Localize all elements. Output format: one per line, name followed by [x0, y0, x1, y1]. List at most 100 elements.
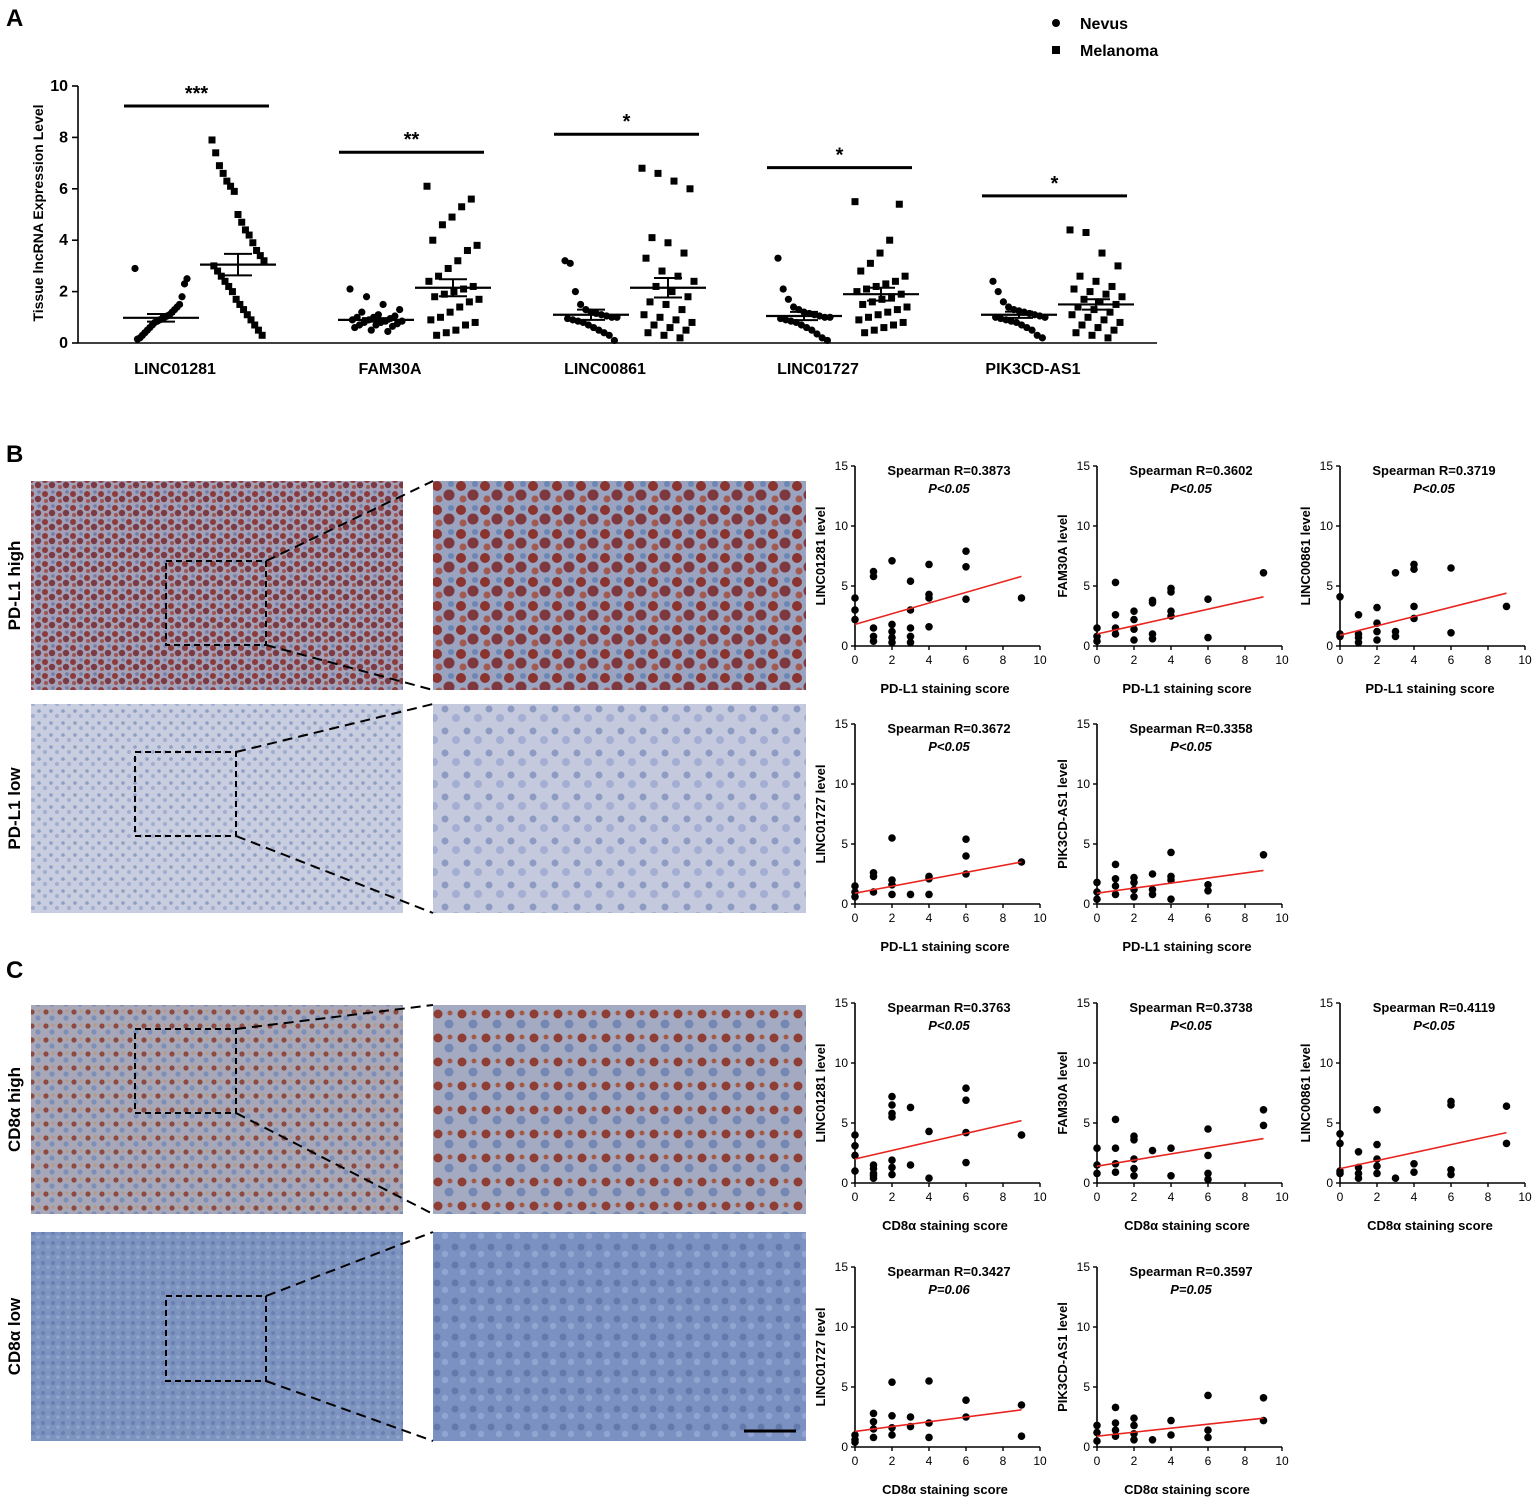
scatter-point [1167, 1416, 1175, 1425]
melanoma-point [891, 277, 899, 285]
scatter-point [1204, 1175, 1212, 1184]
scatter-point [1167, 876, 1175, 884]
x-tick-label: 2 [889, 911, 896, 925]
ihc-images: PD-L1 high PD-L1 low CD8α high CD8α low [5, 480, 806, 1442]
melanoma-point [876, 249, 884, 257]
x-axis-label: PD-L1 staining score [1365, 681, 1494, 696]
melanoma-point [674, 272, 682, 280]
scatter-point [1130, 1414, 1138, 1422]
scatter-point [888, 1163, 896, 1172]
nevus-point [379, 300, 387, 309]
y-tick-label: 5 [841, 579, 848, 593]
melanoma-point [868, 298, 876, 306]
x-tick-label: 0 [1337, 1190, 1344, 1204]
melanoma-point [1074, 303, 1082, 311]
scatter-point [1017, 594, 1026, 602]
scatter-point [906, 1161, 915, 1169]
x-axis-label: CD8α staining score [1124, 1218, 1250, 1233]
scatter-point [1148, 1146, 1157, 1155]
y-tick-label: 15 [835, 996, 849, 1010]
x-tick-label: 0 [1094, 1454, 1101, 1468]
scatter-point [1167, 1144, 1175, 1152]
x-tick-label: 2 [1131, 653, 1138, 667]
nevus-point [367, 326, 375, 334]
scatter-point [906, 1413, 915, 1421]
scatter-point [906, 632, 915, 641]
melanoma-point [243, 311, 251, 319]
melanoma-point [460, 285, 468, 293]
ihc-zoom-image [433, 481, 806, 690]
y-tick-label: 0 [841, 639, 848, 653]
scatter-point [1259, 851, 1268, 859]
melanoma-point [1110, 326, 1118, 334]
scatter-point [1204, 633, 1212, 642]
x-tick-label: 4 [1168, 911, 1175, 925]
scatter-point [1373, 636, 1381, 644]
fit-line [1096, 1417, 1264, 1437]
melanoma-point [682, 326, 690, 334]
y-tick-label: 0 [1083, 1440, 1090, 1454]
melanoma-point [652, 282, 660, 290]
scatter-point [1167, 848, 1175, 857]
melanoma-point [872, 282, 880, 290]
x-tick-label: 2 [1374, 1190, 1381, 1204]
melanoma-point [452, 326, 460, 334]
melanoma-point [431, 293, 439, 301]
y-tick-label: 15 [1077, 459, 1091, 473]
scatter-point [1391, 569, 1400, 577]
y-tick-label: 15 [835, 717, 849, 731]
scatter-point [1111, 578, 1120, 587]
melanoma-point [260, 257, 268, 265]
nevus-point [808, 326, 816, 334]
scatter-point [1336, 1139, 1344, 1148]
melanoma-point [638, 164, 646, 172]
melanoma-point [666, 324, 674, 332]
nevus-point [396, 305, 404, 314]
y-axis-label: LINC01281 level [813, 1043, 828, 1142]
x-axis-label: CD8α staining score [1124, 1482, 1250, 1497]
melanoma-point [1102, 290, 1110, 298]
melanoma-point [684, 293, 692, 301]
p-value: P<0.05 [1413, 1018, 1455, 1033]
scatter-point [1373, 1162, 1381, 1170]
x-axis-label: CD8α staining score [882, 1218, 1008, 1233]
p-value: P<0.05 [928, 739, 970, 754]
zoom-region-box [165, 1295, 267, 1382]
melanoma-point [236, 300, 244, 308]
y-axis-label: Tissue lncRNA Expression Level [30, 104, 46, 321]
plot-title: Spearman R=0.3873 [887, 463, 1010, 478]
melanoma-point [240, 306, 248, 314]
nevus-point [346, 285, 354, 293]
scatter-point [962, 1158, 970, 1167]
ihc-overview-image [31, 1005, 403, 1214]
melanoma-point [227, 182, 235, 190]
fit-line [1096, 1137, 1264, 1167]
scatter-point [851, 594, 859, 602]
scatter-point [1204, 1426, 1212, 1434]
melanoma-point [1086, 288, 1094, 296]
scatter-point [962, 547, 970, 555]
scatter-point [1373, 1169, 1381, 1178]
x-tick-label: 0 [852, 1454, 859, 1468]
y-tick-label: 10 [835, 1320, 849, 1334]
x-tick-label: 10 [1275, 911, 1289, 925]
melanoma-point [1106, 308, 1114, 316]
scatter-point [1111, 860, 1120, 869]
fit-line [1339, 1131, 1507, 1170]
melanoma-point [1070, 285, 1078, 293]
scatter-point [1111, 1168, 1120, 1176]
scatter-point [888, 1156, 896, 1164]
melanoma-point [462, 321, 470, 329]
y-tick-label: 0 [841, 1176, 848, 1190]
scatter-point [1259, 1394, 1268, 1402]
nevus-point [351, 323, 359, 332]
fit-line [854, 1409, 1022, 1433]
scatter-point [1148, 870, 1157, 878]
nevus-point [779, 285, 787, 293]
scatter-point [1204, 881, 1212, 889]
zoom-region-box [134, 1028, 237, 1114]
zoom-connector [235, 1004, 434, 1030]
x-tick-label: 10 [1518, 653, 1532, 667]
melanoma-point [656, 313, 664, 321]
panel-a-dot-plot: Tissue lncRNA Expression Level 0 2 4 6 8 10 LI… [30, 78, 1157, 378]
